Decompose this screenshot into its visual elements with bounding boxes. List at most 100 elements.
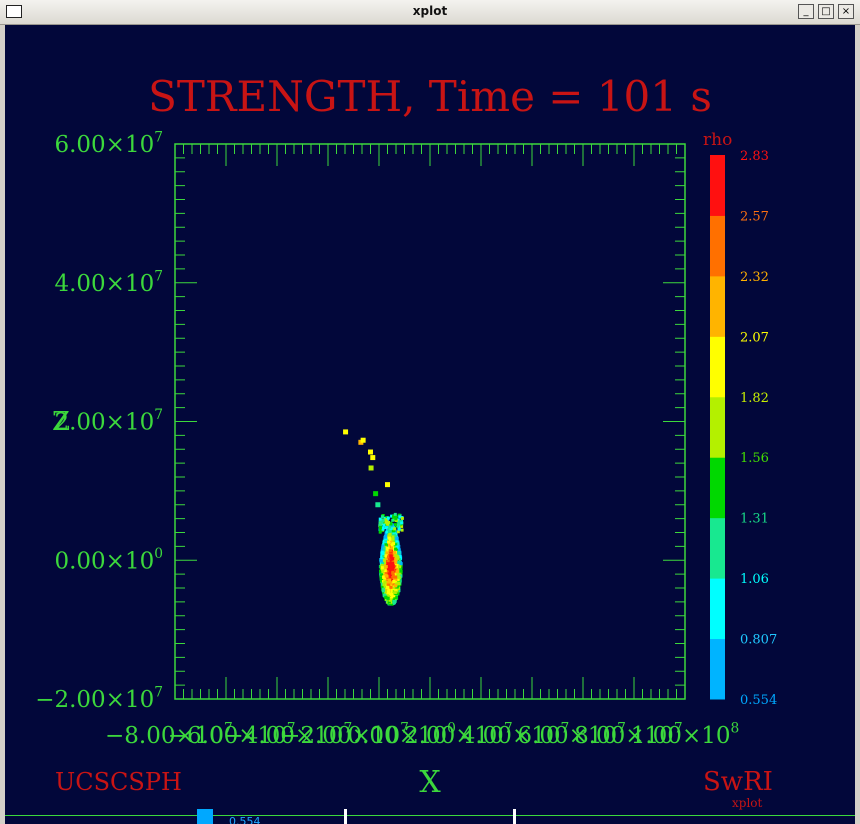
x-tick-label-mantissa: 6.00×10 bbox=[517, 723, 617, 749]
blob-particle bbox=[396, 573, 400, 577]
blob-particle bbox=[380, 573, 384, 577]
blob-particle bbox=[394, 547, 398, 551]
blob-particle bbox=[384, 574, 388, 578]
plot-frame bbox=[174, 143, 686, 700]
blob-particle bbox=[384, 543, 388, 547]
blob-particle bbox=[384, 533, 388, 538]
blob-particle bbox=[397, 565, 402, 569]
colorbar-band bbox=[710, 578, 725, 640]
blob-particle bbox=[394, 572, 398, 577]
colorbar-tick-label: 2.57 bbox=[740, 209, 769, 224]
blob-particle bbox=[397, 544, 401, 549]
window-menu-icon[interactable] bbox=[6, 5, 22, 18]
x-tick-label-mantissa: −2.00×10 bbox=[281, 723, 400, 749]
x-tick-label-exponent: 7 bbox=[504, 721, 513, 737]
blob-particle bbox=[394, 582, 399, 586]
blob-particle bbox=[383, 568, 387, 573]
blob-particle bbox=[394, 560, 398, 565]
x-tick-label-exponent: 7 bbox=[674, 721, 683, 737]
fringe-particle bbox=[393, 523, 397, 527]
colorbar-tick-label: 1.56 bbox=[740, 451, 769, 466]
y-tick-label-mantissa: −2.00×10 bbox=[35, 687, 154, 713]
fringe-particle bbox=[387, 520, 391, 524]
blob-particle bbox=[392, 599, 396, 604]
x-tick-label-exponent: 7 bbox=[343, 721, 352, 737]
blob-particle bbox=[396, 556, 400, 560]
palette-strip: 0.554 bbox=[5, 809, 855, 824]
blob-particle bbox=[388, 549, 392, 553]
blob-particle bbox=[385, 530, 390, 534]
scatter-plot: STRENGTH, Time = 101 s −8.00×107−6.00×10… bbox=[5, 72, 855, 824]
fringe-particle bbox=[393, 527, 397, 531]
blob-particle bbox=[386, 590, 391, 594]
x-tick-label-exponent: 7 bbox=[287, 721, 296, 737]
blob-particle bbox=[388, 598, 392, 602]
blob-particle bbox=[392, 594, 396, 598]
blob-particle bbox=[399, 569, 403, 573]
colorbar-band bbox=[710, 638, 725, 700]
fringe-particle bbox=[400, 521, 404, 525]
colorbar-tick-label: 2.32 bbox=[740, 270, 769, 285]
blob-particle bbox=[388, 569, 392, 573]
x-tick-label-mantissa: 2.00×10 bbox=[404, 723, 504, 749]
blob-particle bbox=[389, 578, 394, 583]
blob-particle bbox=[386, 585, 390, 590]
blob-particle bbox=[391, 542, 396, 546]
y-tick-label: 4.00×107 bbox=[54, 268, 163, 296]
blob-particle bbox=[393, 585, 397, 590]
fringe-particle bbox=[392, 514, 396, 518]
stray-particle bbox=[343, 429, 349, 435]
blob-particle bbox=[394, 557, 398, 562]
blob-particle bbox=[390, 563, 394, 567]
colorbar-band bbox=[710, 215, 725, 277]
blob-particle bbox=[386, 545, 391, 549]
maximize-button[interactable]: □ bbox=[818, 4, 834, 19]
y-tick-label-exponent: 7 bbox=[154, 130, 163, 146]
fringe-particle bbox=[384, 526, 388, 530]
palette-marker bbox=[513, 809, 516, 824]
blob-particle bbox=[397, 570, 401, 574]
fringe-particle bbox=[391, 518, 395, 522]
x-tick-label: 2.00×107 bbox=[404, 721, 513, 749]
blob-particle bbox=[397, 575, 401, 579]
blob-particle bbox=[391, 574, 395, 578]
blob-particle bbox=[385, 546, 389, 551]
x-tick-label-mantissa: 4.00×10 bbox=[461, 723, 561, 749]
footer-x-label: X bbox=[419, 765, 441, 800]
colorbar-band bbox=[710, 155, 725, 216]
title-bar[interactable]: xplot _ □ × bbox=[0, 0, 860, 25]
blob-particle bbox=[388, 532, 392, 536]
colorbar-band bbox=[710, 457, 725, 519]
y-tick-label-mantissa: 2.00×10 bbox=[54, 410, 154, 436]
fringe-particle bbox=[382, 523, 386, 527]
blob-particle bbox=[386, 550, 390, 554]
blob-particle bbox=[386, 576, 390, 581]
blob-particle bbox=[384, 554, 388, 558]
blob-particle bbox=[390, 581, 394, 585]
blob-particle bbox=[389, 592, 394, 596]
blob-particle bbox=[379, 559, 384, 563]
blob-particle bbox=[394, 577, 398, 582]
blob-particle bbox=[387, 583, 391, 587]
blob-particle bbox=[387, 588, 391, 592]
x-tick-label-exponent: 0 bbox=[447, 721, 456, 737]
blob-particle bbox=[390, 557, 394, 561]
blob-particle bbox=[395, 542, 399, 546]
particle-points bbox=[343, 429, 404, 606]
minimize-button[interactable]: _ bbox=[798, 4, 814, 19]
fringe-particle bbox=[388, 525, 392, 529]
colorbar-tick-label: 2.83 bbox=[740, 149, 769, 164]
blob-particle bbox=[384, 565, 388, 569]
x-tick-label-mantissa: 0.00×10 bbox=[347, 723, 447, 749]
close-button[interactable]: × bbox=[838, 4, 854, 19]
blob-particle bbox=[383, 580, 387, 584]
blob-particle bbox=[391, 546, 395, 550]
stray-particle bbox=[373, 491, 379, 497]
fringe-particle bbox=[394, 517, 398, 521]
blob-particle bbox=[389, 585, 393, 589]
blob-particle bbox=[393, 590, 397, 594]
y-tick-label-exponent: 7 bbox=[154, 407, 163, 423]
blob-particle bbox=[384, 595, 388, 599]
x-tick-label: −8.00×107 bbox=[105, 721, 233, 749]
